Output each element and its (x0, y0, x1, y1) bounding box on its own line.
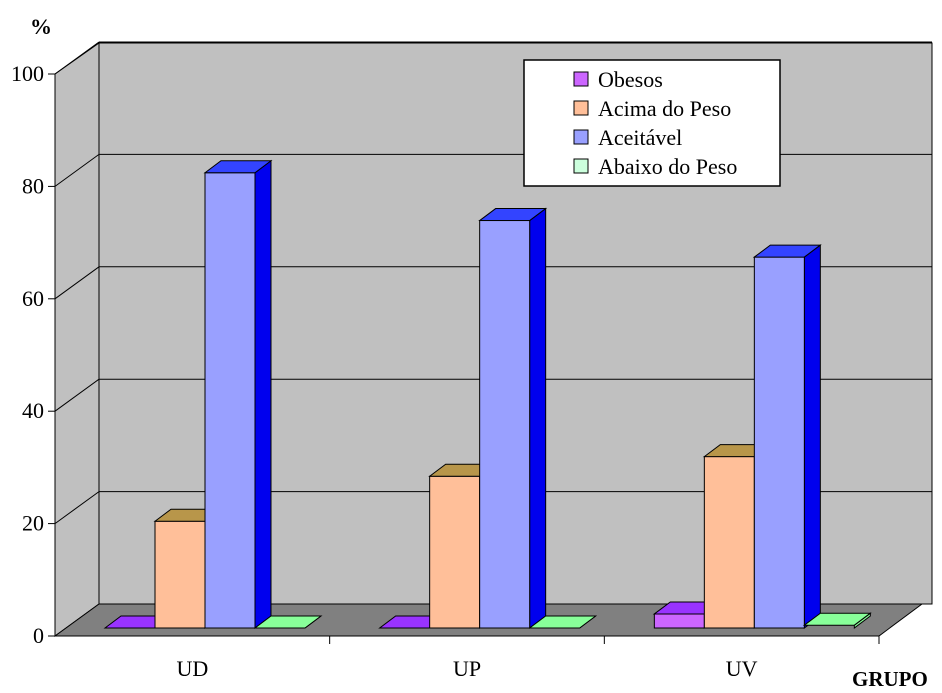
bar (752, 244, 822, 629)
x-ticks: UD UP UV (176, 636, 880, 681)
bar (253, 615, 323, 629)
y-tick-label: 40 (22, 398, 44, 423)
y-tick-label: 60 (22, 286, 44, 311)
legend-label: Obesos (598, 67, 663, 92)
gridline-diag (54, 491, 100, 525)
y-tick-label: 80 (22, 173, 44, 198)
legend-item: Abaixo do Peso (573, 154, 737, 179)
bar (802, 612, 872, 629)
legend-box (523, 59, 781, 187)
bar (478, 207, 548, 629)
gridline-diag (54, 153, 100, 187)
legend-label: Acima do Peso (598, 96, 731, 121)
bar (528, 615, 598, 629)
legend-item: Aceitável (573, 125, 682, 150)
legend-swatch (573, 71, 589, 87)
bar (203, 159, 273, 629)
x-tick-label: UD (176, 656, 208, 681)
y-tick-label: 20 (22, 511, 44, 536)
x-tick-label: UP (453, 656, 481, 681)
legend-item: Obesos (573, 67, 663, 92)
y-ticks: 0 20 40 60 80 100 (11, 61, 55, 648)
x-tick-label: UV (726, 656, 758, 681)
y-tick-label: 100 (11, 61, 44, 86)
y-tick-label: 0 (33, 623, 44, 648)
bars (103, 159, 872, 629)
gridline-diag (54, 266, 100, 300)
legend-label: Abaixo do Peso (598, 154, 737, 179)
legend: Obesos Acima do Peso Aceitável Abaixo do Pe… (523, 59, 781, 187)
x-axis-label: GRUPO (852, 667, 928, 691)
legend-swatch (573, 158, 589, 174)
y-axis-label: % (30, 14, 52, 39)
gridline-diag (54, 378, 100, 412)
legend-swatch (573, 100, 589, 116)
gridline-diag (54, 41, 100, 75)
legend-label: Aceitável (598, 125, 682, 150)
legend-item: Acima do Peso (573, 96, 731, 121)
bar (652, 600, 722, 629)
legend-swatch (573, 129, 589, 145)
plot-side-wall (54, 42, 100, 637)
